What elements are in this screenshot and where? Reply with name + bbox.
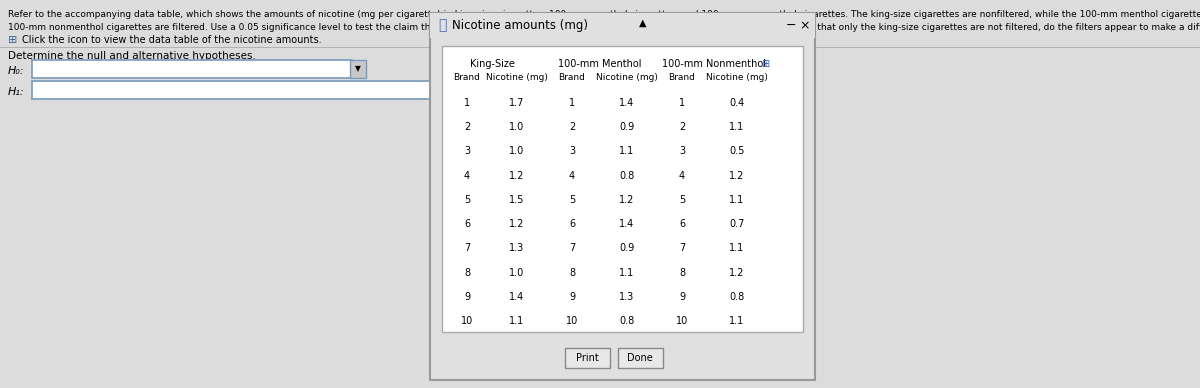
Text: 3: 3 [569, 147, 575, 156]
Text: Click the icon to view the data table of the nicotine amounts.: Click the icon to view the data table of… [22, 35, 322, 45]
Text: King-Size: King-Size [469, 59, 515, 69]
Text: 7: 7 [569, 243, 575, 253]
Text: 4: 4 [679, 171, 685, 181]
Text: 2: 2 [464, 122, 470, 132]
Bar [32, 60, 352, 78]
Text: 7: 7 [679, 243, 685, 253]
Text: ×: × [799, 19, 810, 32]
Text: H₁:: H₁: [8, 87, 25, 97]
Text: 1.0: 1.0 [509, 147, 524, 156]
Bar [350, 60, 366, 78]
Text: 1.1: 1.1 [509, 316, 524, 326]
Text: 0.5: 0.5 [730, 147, 745, 156]
Text: 0.8: 0.8 [619, 171, 635, 181]
Text: 1.3: 1.3 [619, 292, 635, 302]
Text: 1.1: 1.1 [619, 267, 635, 277]
Text: 2: 2 [679, 122, 685, 132]
Text: 10: 10 [461, 316, 473, 326]
Bar [442, 46, 803, 332]
Text: 0.4: 0.4 [730, 98, 745, 108]
Text: ▲: ▲ [638, 18, 647, 28]
Text: Refer to the accompanying data table, which shows the amounts of nicotine (mg pe: Refer to the accompanying data table, wh… [8, 10, 1200, 19]
Text: Done: Done [628, 353, 653, 363]
Text: 4: 4 [569, 171, 575, 181]
Text: 1.7: 1.7 [509, 98, 524, 108]
Text: 1: 1 [569, 98, 575, 108]
Bar [618, 348, 662, 368]
Text: ⊞: ⊞ [761, 59, 769, 69]
Text: 1.1: 1.1 [730, 195, 745, 205]
Text: 3: 3 [679, 147, 685, 156]
Text: 6: 6 [569, 219, 575, 229]
Text: Nicotine amounts (mg): Nicotine amounts (mg) [452, 19, 588, 32]
Text: Brand: Brand [558, 73, 586, 82]
Text: −: − [786, 19, 797, 32]
Text: ⓘ: ⓘ [438, 19, 446, 33]
Text: Nicotine (mg): Nicotine (mg) [486, 73, 548, 82]
Bar [430, 13, 815, 38]
Text: 1.2: 1.2 [509, 171, 524, 181]
Text: 1: 1 [464, 98, 470, 108]
Text: Nicotine (mg): Nicotine (mg) [596, 73, 658, 82]
Text: 1.0: 1.0 [509, 267, 524, 277]
Text: Print: Print [576, 353, 599, 363]
Text: 100-mm Menthol: 100-mm Menthol [558, 59, 641, 69]
Text: 4: 4 [464, 171, 470, 181]
Text: 9: 9 [569, 292, 575, 302]
Text: 9: 9 [679, 292, 685, 302]
Text: 6: 6 [464, 219, 470, 229]
Text: 8: 8 [569, 267, 575, 277]
Text: 10: 10 [676, 316, 688, 326]
Text: 100-mm Nonmenthol: 100-mm Nonmenthol [662, 59, 767, 69]
Bar [565, 348, 610, 368]
Text: 1.4: 1.4 [619, 98, 635, 108]
Text: 6: 6 [679, 219, 685, 229]
Text: 1.1: 1.1 [730, 316, 745, 326]
Text: 1.2: 1.2 [730, 267, 745, 277]
Text: 9: 9 [464, 292, 470, 302]
Text: 2: 2 [569, 122, 575, 132]
Text: 5: 5 [569, 195, 575, 205]
Text: Nicotine (mg): Nicotine (mg) [706, 73, 768, 82]
Text: H₀:: H₀: [8, 66, 25, 76]
Text: ⊞: ⊞ [8, 35, 17, 45]
Text: 7: 7 [464, 243, 470, 253]
Text: 8: 8 [464, 267, 470, 277]
Text: 0.7: 0.7 [730, 219, 745, 229]
Text: ▼: ▼ [355, 64, 361, 73]
Text: 1.2: 1.2 [619, 195, 635, 205]
Text: 0.8: 0.8 [619, 316, 635, 326]
Text: 1.1: 1.1 [730, 122, 745, 132]
Bar [445, 81, 461, 99]
Text: 8: 8 [679, 267, 685, 277]
Text: Determine the null and alternative hypotheses.: Determine the null and alternative hypot… [8, 51, 256, 61]
Text: 0.9: 0.9 [619, 122, 635, 132]
Text: 1.3: 1.3 [509, 243, 524, 253]
Text: 5: 5 [679, 195, 685, 205]
Text: 1.5: 1.5 [509, 195, 524, 205]
Text: 1.4: 1.4 [619, 219, 635, 229]
Text: 0.8: 0.8 [730, 292, 745, 302]
Text: 1.2: 1.2 [730, 171, 745, 181]
Text: ▼: ▼ [450, 85, 456, 95]
Text: 1.1: 1.1 [619, 147, 635, 156]
Text: 1: 1 [679, 98, 685, 108]
Text: 0.9: 0.9 [619, 243, 635, 253]
Text: 5: 5 [464, 195, 470, 205]
Text: 3: 3 [464, 147, 470, 156]
Bar [430, 13, 815, 380]
Text: 1.1: 1.1 [730, 243, 745, 253]
Text: Brand: Brand [668, 73, 696, 82]
Text: 10: 10 [566, 316, 578, 326]
Text: 1.2: 1.2 [509, 219, 524, 229]
Text: 1.0: 1.0 [509, 122, 524, 132]
Text: Brand: Brand [454, 73, 480, 82]
Text: 100-mm nonmenthol cigarettes are filtered. Use a 0.05 significance level to test: 100-mm nonmenthol cigarettes are filtere… [8, 23, 1200, 32]
Bar [32, 81, 446, 99]
Text: 1.4: 1.4 [509, 292, 524, 302]
